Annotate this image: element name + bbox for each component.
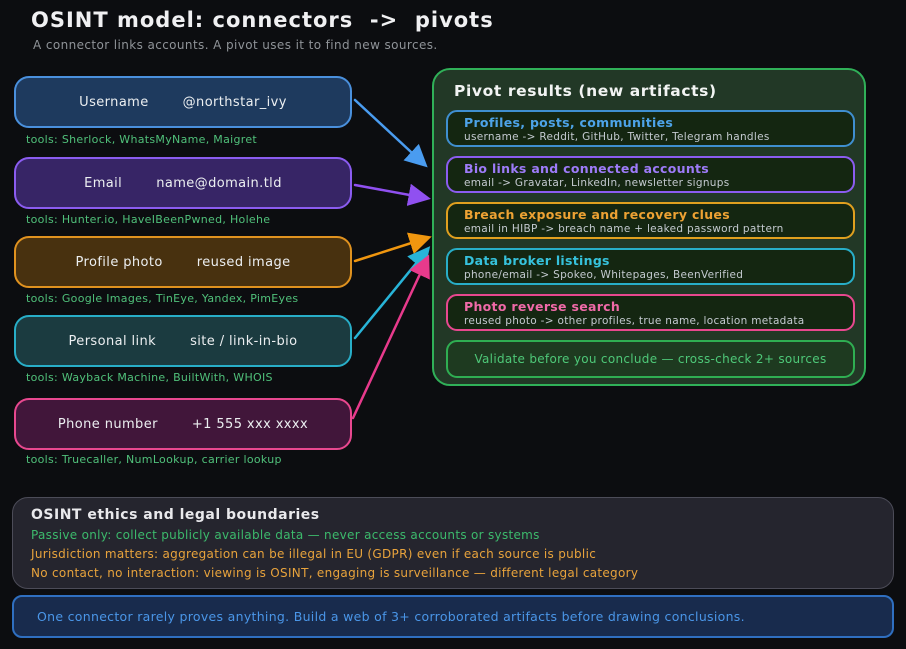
connector-label: Phone number xyxy=(57,416,158,432)
connector-label: Username xyxy=(79,94,149,110)
page-title: OSINT model: connectors -> pivots xyxy=(31,8,494,32)
arrow-email-to-pivots xyxy=(353,183,431,206)
pivot-result-title: Profiles, posts, communities xyxy=(464,114,674,130)
pivot-result-title: Breach exposure and recovery clues xyxy=(464,206,730,222)
pivot-result-breach-exposure: Breach exposure and recovery clues email… xyxy=(446,202,855,239)
connector-tools-personal-link: tools: Wayback Machine, BuiltWith, WHOIS xyxy=(26,371,273,384)
pivot-result-photo-reverse: Photo reverse search reused photo -> oth… xyxy=(446,294,855,331)
pivot-result-title: Data broker listings xyxy=(464,252,610,268)
arrow-username-to-pivots xyxy=(353,98,428,168)
connector-value: name@domain.tld xyxy=(156,175,282,191)
page-subtitle: A connector links accounts. A pivot uses… xyxy=(33,38,438,52)
arrow-photo-to-pivots xyxy=(353,232,432,263)
connector-tools-phone-number: tools: Truecaller, NumLookup, carrier lo… xyxy=(26,453,282,466)
connector-box-username: Username @northstar_ivy xyxy=(14,76,352,128)
pivot-result-detail: reused photo -> other profiles, true nam… xyxy=(464,314,805,327)
pivot-result-data-brokers: Data broker listings phone/email -> Spok… xyxy=(446,248,855,285)
connector-value: reused image xyxy=(196,254,291,270)
connector-value: +1 555 xxx xxxx xyxy=(191,416,309,432)
connector-box-phone-number: Phone number +1 555 xxx xxxx xyxy=(14,398,352,450)
pivot-result-detail: email -> Gravatar, LinkedIn, newsletter … xyxy=(464,176,730,189)
ethics-line-no-contact: No contact, no interaction: viewing is O… xyxy=(31,566,639,580)
ethics-line-passive-only: Passive only: collect publicly available… xyxy=(31,528,540,542)
ethics-line-jurisdiction: Jurisdiction matters: aggregation can be… xyxy=(31,547,597,561)
pivot-result-title: Bio links and connected accounts xyxy=(464,160,710,176)
pivot-result-title: Photo reverse search xyxy=(464,298,621,314)
connector-box-profile-photo: Profile photo reused image xyxy=(14,236,352,288)
connector-tools-profile-photo: tools: Google Images, TinEye, Yandex, Pi… xyxy=(26,292,299,305)
pivot-result-bio-links: Bio links and connected accounts email -… xyxy=(446,156,855,193)
validate-note-box: Validate before you conclude — cross-che… xyxy=(446,340,855,378)
pivot-result-detail: phone/email -> Spokeo, Whitepages, BeenV… xyxy=(464,268,744,281)
connector-box-personal-link: Personal link site / link-in-bio xyxy=(14,315,352,367)
connector-box-email: Email name@domain.tld xyxy=(14,157,352,209)
pivot-panel-title: Pivot results (new artifacts) xyxy=(454,82,717,100)
connector-label: Email xyxy=(84,175,123,191)
connector-value: @northstar_ivy xyxy=(182,94,287,110)
connector-label: Profile photo xyxy=(75,254,163,270)
ethics-title: OSINT ethics and legal boundaries xyxy=(31,507,320,523)
ethics-panel: OSINT ethics and legal boundaries Passiv… xyxy=(12,497,894,589)
pivot-results-panel: Pivot results (new artifacts) Profiles, … xyxy=(432,68,866,386)
pivot-result-detail: email in HIBP -> breach name + leaked pa… xyxy=(464,222,784,235)
connector-tools-username: tools: Sherlock, WhatsMyName, Maigret xyxy=(26,133,258,146)
arrow-link-to-pivots xyxy=(353,246,431,340)
arrow-phone-to-pivots xyxy=(351,254,430,420)
footer-note-box: One connector rarely proves anything. Bu… xyxy=(12,595,894,638)
connector-tools-email: tools: Hunter.io, HaveIBeenPwned, Holehe xyxy=(26,213,271,226)
connector-value: site / link-in-bio xyxy=(190,333,298,349)
connector-label: Personal link xyxy=(68,333,157,349)
pivot-result-detail: username -> Reddit, GitHub, Twitter, Tel… xyxy=(464,130,770,143)
pivot-result-profiles: Profiles, posts, communities username ->… xyxy=(446,110,855,147)
